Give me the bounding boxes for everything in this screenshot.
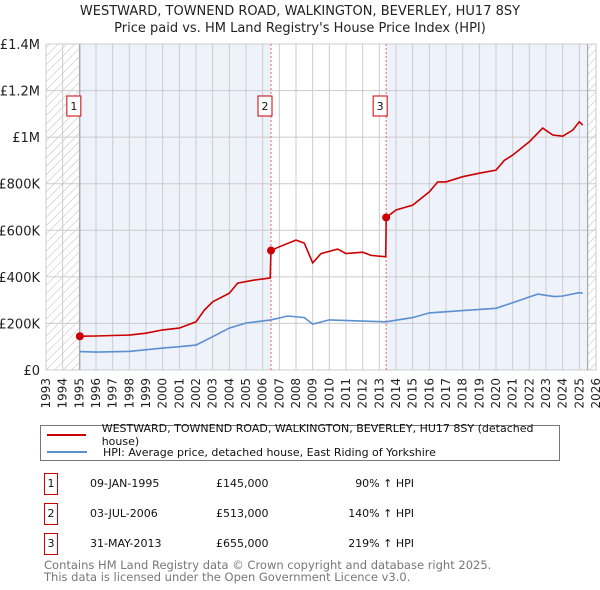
x-tick-label: 2008: [289, 378, 303, 409]
x-tick-label: 2014: [389, 378, 403, 409]
sale-marker-label: 1: [70, 100, 77, 113]
sale-point: [75, 332, 84, 341]
y-tick-label: £1.2M: [0, 85, 40, 100]
shaded-period: [386, 44, 588, 370]
x-tick-label: 2026: [589, 378, 600, 409]
legend-swatch-hpi: [47, 451, 87, 453]
y-tick-label: £600K: [0, 224, 40, 239]
sale-marker-box: [257, 95, 273, 117]
x-tick-label: 2001: [172, 378, 186, 409]
x-tick-label: 2004: [222, 378, 236, 409]
y-tick-label: £400K: [0, 271, 40, 286]
transaction-row: 2 03-JUL-2006 £513,000 140% ↑ HPI: [44, 503, 444, 525]
x-tick-label: 2018: [456, 378, 470, 409]
transaction-row: 3 31-MAY-2013 £655,000 219% ↑ HPI: [44, 533, 444, 555]
y-tick-label: £1M: [12, 131, 40, 146]
x-tick-label: 1996: [89, 378, 103, 409]
sale-marker-label: 2: [262, 100, 269, 113]
x-tick-label: 2013: [372, 378, 386, 409]
transaction-price: £655,000: [216, 537, 269, 550]
x-tick-label: 2007: [272, 378, 286, 409]
x-tick-label: 2022: [522, 378, 536, 409]
legend-item-property: WESTWARD, TOWNEND ROAD, WALKINGTON, BEVE…: [47, 422, 559, 448]
hpi-series-line: [79, 291, 583, 353]
sale-marker-label: 3: [377, 100, 384, 113]
legend-label-hpi: HPI: Average price, detached house, East…: [103, 445, 436, 459]
footer-copyright: Contains HM Land Registry data © Crown c…: [44, 558, 492, 572]
sale-point: [267, 246, 275, 255]
transaction-row: 1 09-JAN-1995 £145,000 90% ↑ HPI: [44, 473, 444, 495]
transaction-hpi-change: 219% ↑ HPI: [348, 537, 414, 550]
line-chart: 1993 1994 1995 1996 1997 1998 1999 2000 2001 2002…: [0, 38, 600, 409]
y-tick-label: £0: [23, 364, 40, 379]
transaction-price: £145,000: [216, 477, 269, 490]
legend-label-property: WESTWARD, TOWNEND ROAD, WALKINGTON, BEVE…: [101, 422, 534, 448]
transaction-price: £513,000: [216, 507, 269, 520]
sale-marker-box: [372, 95, 388, 117]
y-tick-label: £800K: [0, 178, 40, 193]
transaction-marker: 3: [44, 533, 58, 555]
x-tick-label: 1995: [72, 378, 86, 409]
shaded-period: [79, 44, 271, 370]
chart-legend: WESTWARD, TOWNEND ROAD, WALKINGTON, BEVE…: [40, 422, 560, 461]
x-tick-label: 2020: [489, 378, 503, 409]
x-tick-label: 2024: [556, 378, 570, 409]
x-tick-label: 1998: [122, 378, 136, 409]
chart-subtitle: Price paid vs. HM Land Registry's House …: [114, 21, 486, 36]
transaction-marker: 1: [44, 473, 58, 495]
x-tick-label: 2012: [356, 378, 370, 409]
x-tick-label: 1999: [139, 378, 153, 409]
x-tick-label: 2000: [156, 378, 170, 409]
legend-item-hpi: HPI: Average price, detached house, East…: [47, 444, 436, 460]
transaction-hpi-change: 140% ↑ HPI: [348, 507, 414, 520]
property-series-line: [79, 120, 584, 337]
y-tick-label: £200K: [0, 317, 40, 332]
x-tick-label: 2009: [306, 378, 320, 409]
x-tick-label: 1997: [106, 378, 120, 409]
transaction-date: 31-MAY-2013: [90, 537, 162, 550]
x-tick-label: 1993: [39, 378, 53, 409]
transaction-hpi-change: 90% ↑ HPI: [355, 477, 414, 490]
transaction-marker: 2: [44, 503, 58, 525]
x-tick-label: 2010: [322, 378, 336, 409]
footer-licence: This data is licensed under the Open Gov…: [44, 570, 411, 584]
x-tick-label: 2016: [422, 378, 436, 409]
x-tick-label: 2025: [572, 378, 586, 409]
x-tick-label: 2005: [239, 378, 253, 409]
sale-marker-box: [66, 95, 82, 117]
legend-swatch-property: [47, 434, 86, 436]
transaction-date: 09-JAN-1995: [90, 477, 160, 490]
hatched-period: [587, 44, 596, 370]
x-tick-label: 2011: [339, 378, 353, 409]
x-tick-label: 2017: [439, 378, 453, 409]
transaction-date: 03-JUL-2006: [90, 507, 158, 520]
x-tick-label: 2021: [506, 378, 520, 409]
y-tick-label: £1.4M: [0, 38, 40, 53]
x-tick-label: 1994: [56, 378, 70, 409]
chart-title: WESTWARD, TOWNEND ROAD, WALKINGTON, BEVE…: [79, 4, 521, 19]
x-tick-label: 2003: [206, 378, 220, 409]
x-tick-label: 2002: [189, 378, 203, 409]
x-tick-label: 2023: [539, 378, 553, 409]
x-tick-label: 2006: [256, 378, 270, 409]
x-tick-label: 2015: [406, 378, 420, 409]
sale-point: [382, 213, 391, 222]
x-tick-label: 2019: [472, 378, 486, 409]
